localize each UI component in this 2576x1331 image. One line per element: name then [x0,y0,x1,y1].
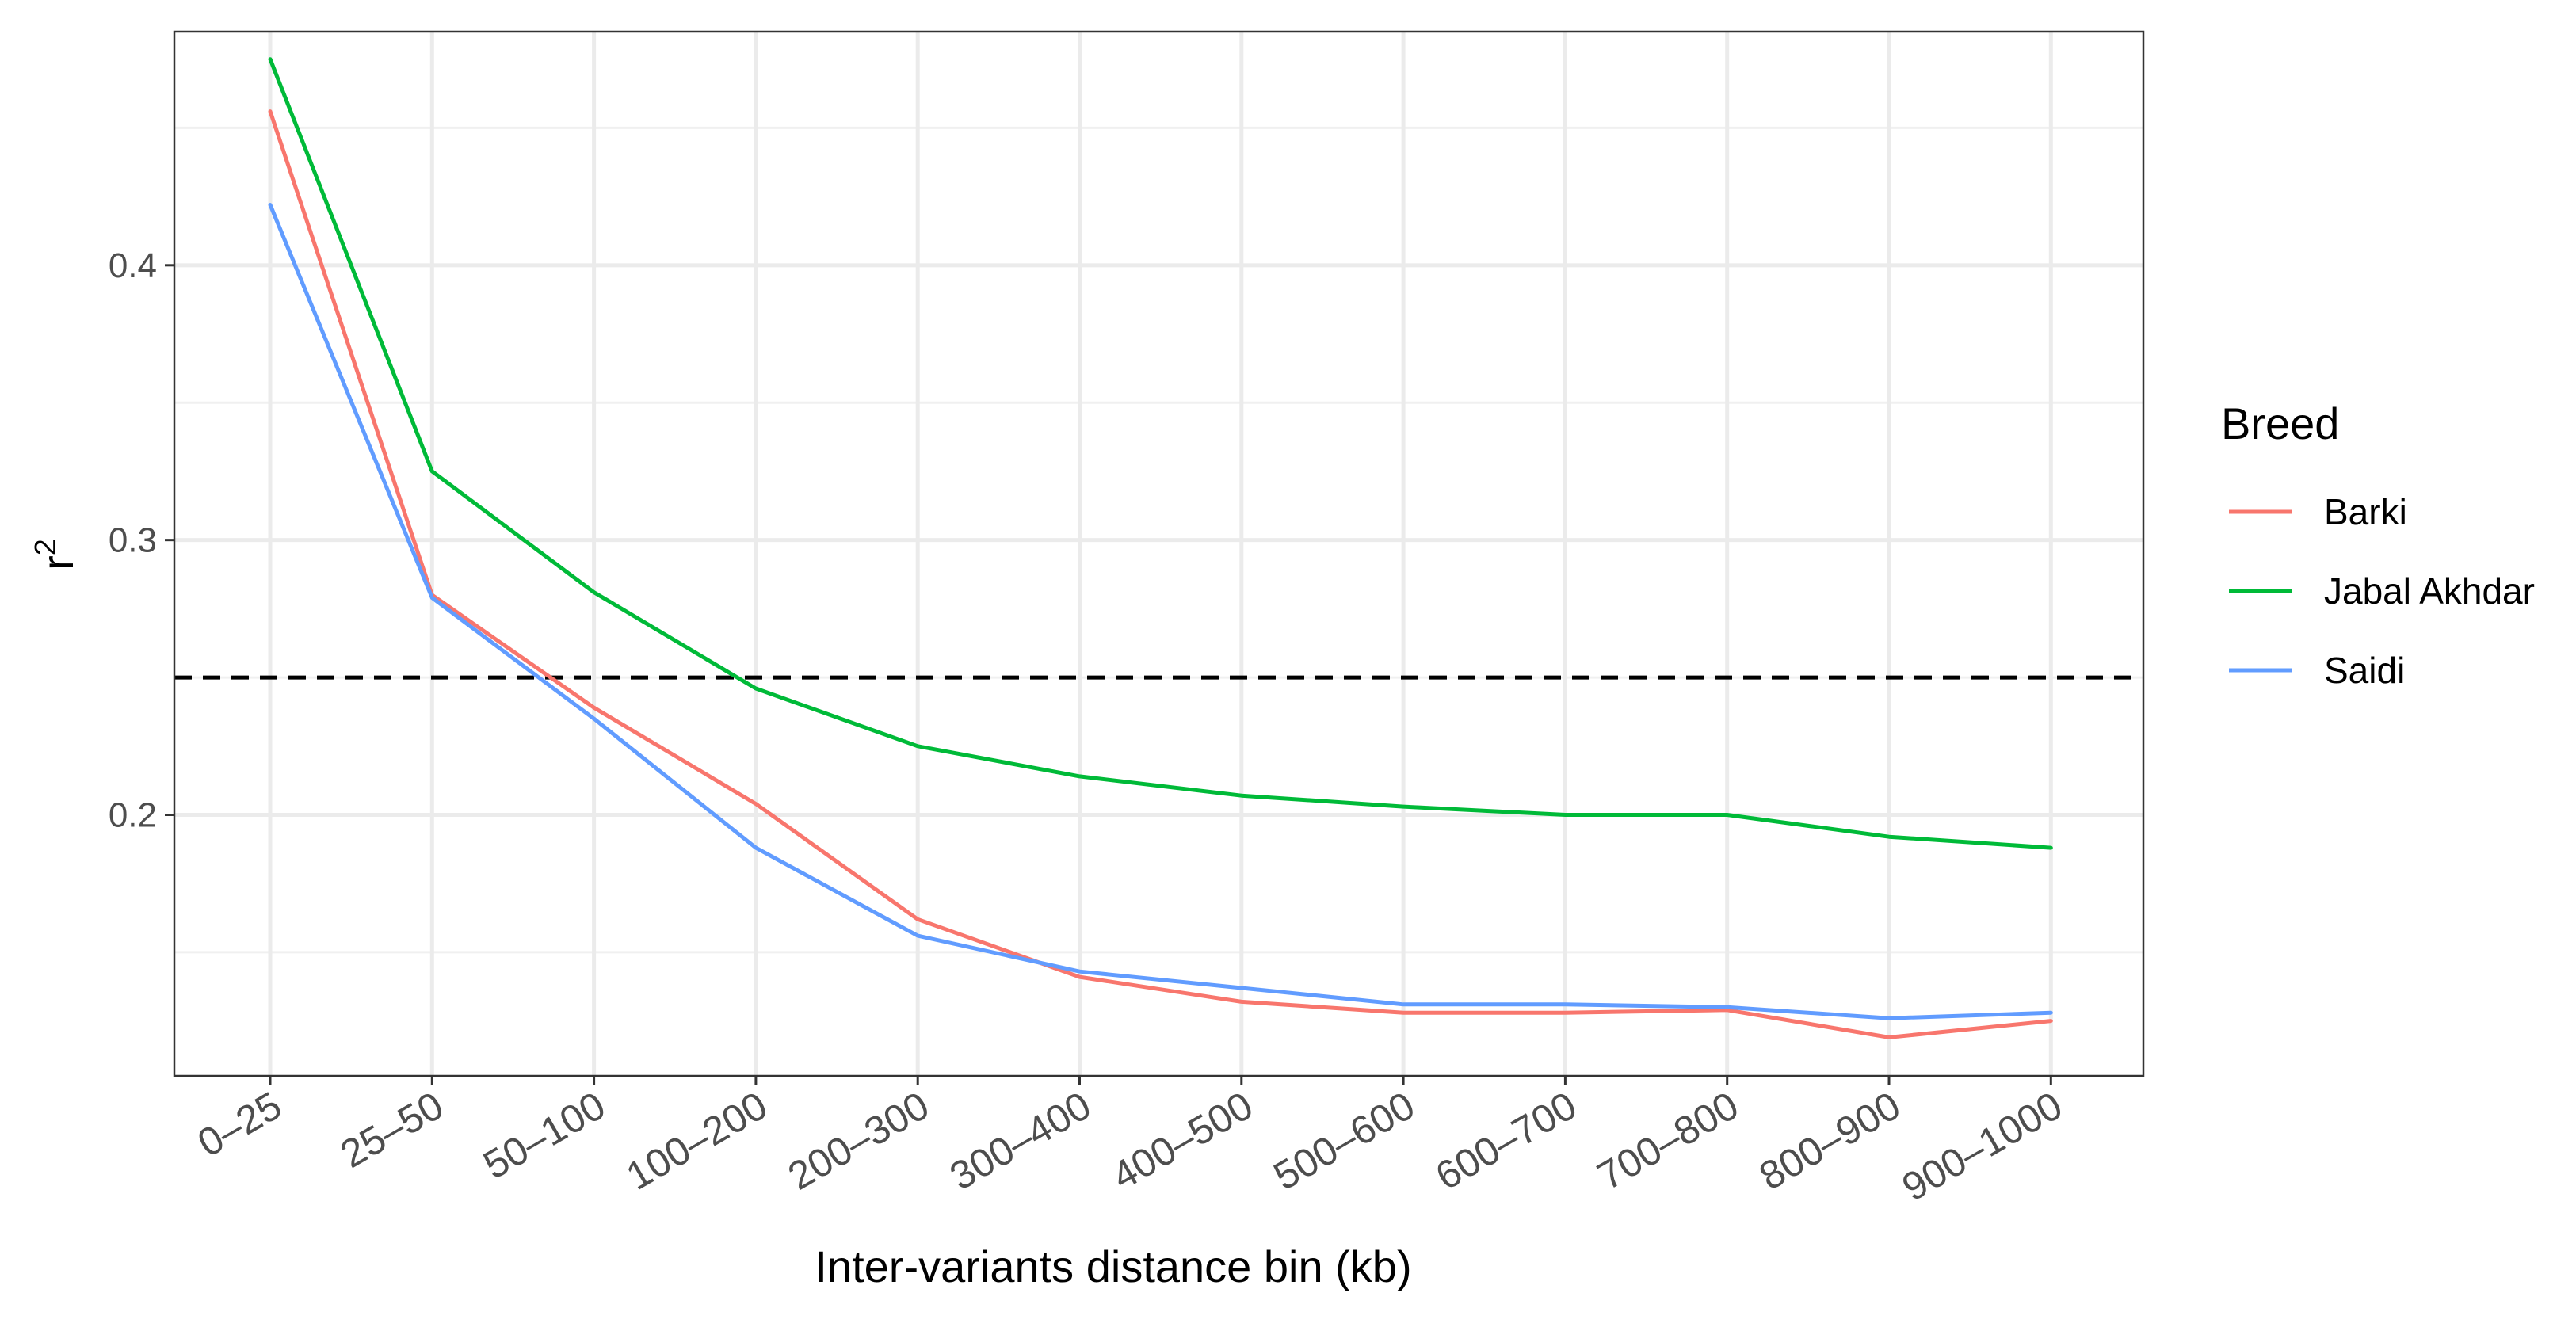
series-line-saidi [268,203,2053,1020]
legend-label: Jabal Akhdar [2324,570,2535,612]
legend-label: Barki [2324,491,2407,532]
y-axis-title-superscript: 2 [29,539,63,555]
series-line-jabal-akhdar [268,57,2053,850]
y-axis-title: r2 [29,539,82,570]
y-axis-ticks: 0.2 0.3 0.4 [109,246,174,835]
legend-label: Saidi [2324,650,2405,691]
y-tick-label: 0.3 [109,521,157,560]
series-line-barki [268,109,2053,1039]
y-tick-label: 0.2 [109,796,157,835]
legend: Barki Jabal Akhdar Saidi [2229,491,2535,691]
y-axis-title-base: r [32,555,82,570]
legend-title: Breed [2221,399,2339,448]
y-tick-label: 0.4 [109,246,157,285]
plot-panel-border [173,30,2145,1077]
series-layer [268,57,2053,1039]
x-axis-title: Inter-variants distance bin (kb) [815,1241,1411,1291]
